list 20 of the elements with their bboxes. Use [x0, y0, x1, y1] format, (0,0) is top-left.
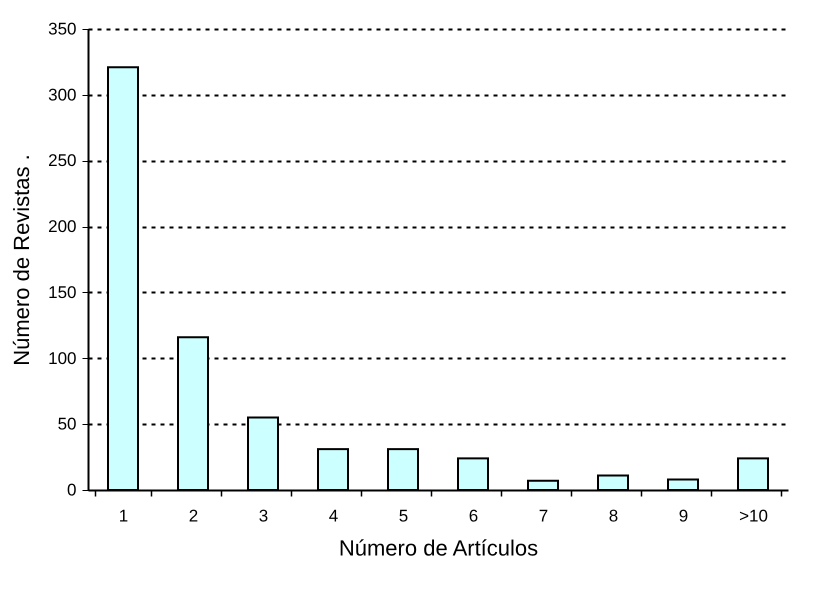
x-tick-label: 1 — [118, 506, 128, 526]
y-tick-label: 100 — [48, 348, 76, 368]
x-tick-label: >10 — [739, 506, 768, 526]
y-tick-label: 0 — [67, 480, 76, 500]
y-tick-label: 50 — [58, 414, 76, 434]
x-tick-label: 2 — [188, 506, 198, 526]
y-tick-label: 200 — [48, 217, 76, 236]
x-tick-label: 5 — [398, 506, 408, 526]
x-tick-label: 7 — [538, 506, 548, 526]
y-tick-label: 350 — [48, 20, 76, 38]
x-tick-label: 3 — [258, 506, 268, 526]
y-axis-title: Número de Revistas . — [9, 154, 34, 366]
y-tick-label: 150 — [48, 282, 76, 302]
y-tick-label: 250 — [48, 151, 76, 170]
y-tick-label: 300 — [48, 85, 76, 104]
x-axis-title: Número de Artículos — [338, 536, 538, 560]
x-tick-label: 9 — [678, 506, 688, 526]
x-tick-label: 4 — [328, 506, 338, 526]
x-tick-label: 8 — [608, 506, 618, 526]
x-tick-label: 6 — [468, 506, 478, 526]
